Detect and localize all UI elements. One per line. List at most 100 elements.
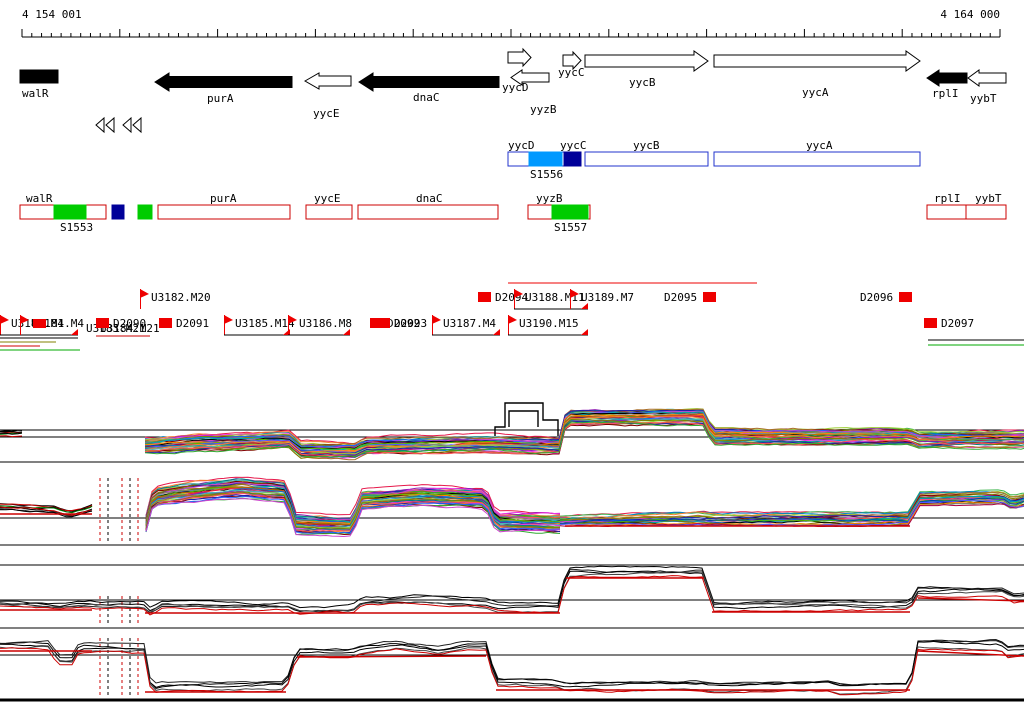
segment-box[interactable]	[551, 204, 589, 220]
flag-pennant-icon	[570, 289, 579, 298]
signal-series	[559, 491, 1024, 520]
gene-arrow[interactable]	[967, 69, 1007, 87]
segment-box[interactable]	[53, 204, 87, 220]
segment-label-yycC: yycC	[560, 139, 587, 152]
gene-arrow[interactable]	[562, 50, 582, 71]
gene-walR[interactable]: walR	[19, 69, 59, 100]
marker-label: D2096	[860, 291, 893, 304]
chevron-arrow-icon	[105, 116, 115, 134]
marker-U3190.M15[interactable]: U3190.M15	[508, 315, 588, 336]
signal-series	[144, 421, 1024, 458]
segment-box[interactable]	[357, 204, 499, 220]
segment-box[interactable]	[157, 204, 291, 220]
signal-series	[0, 430, 23, 433]
marker-U3189.M7[interactable]: U3189.M7	[570, 289, 634, 309]
gene-label-yyzB: yyzB	[530, 103, 557, 116]
marker-label: U3189.M7	[581, 291, 634, 304]
deletion-box-icon	[159, 318, 172, 328]
marker-D2090[interactable]: D2090	[96, 317, 146, 330]
blue-operon-row: yycD yycC yycB yycA S1556	[507, 139, 921, 181]
gene-rplI[interactable]: rplI	[926, 69, 968, 100]
signal-series	[559, 497, 1024, 524]
deletion-box-icon	[703, 292, 716, 302]
gene-arrow[interactable]	[358, 72, 500, 92]
marker-label: U3190.M15	[519, 317, 579, 330]
gene-arrow[interactable]	[926, 69, 968, 87]
gene-yycD[interactable]: yycD	[502, 47, 532, 94]
marker-label: U3182.M20	[151, 291, 211, 304]
span-end-triangle-icon	[581, 329, 588, 335]
flag-pennant-icon	[432, 315, 441, 324]
signal-series	[145, 498, 561, 538]
signal-series	[0, 647, 1024, 696]
signal-series	[559, 493, 1024, 521]
signal-series	[0, 432, 23, 435]
signal-line	[917, 597, 1024, 602]
segment-box[interactable]	[528, 151, 563, 167]
signal-series	[559, 500, 1024, 527]
gene-yycE[interactable]: yycE	[303, 72, 352, 120]
marker-D2092[interactable]: D2092	[370, 317, 420, 330]
flag-pennant-icon	[224, 315, 233, 324]
segment-label-rplI: rplI	[934, 192, 961, 205]
gene-yycC[interactable]: yycC	[558, 50, 585, 79]
signal-line	[917, 650, 1024, 657]
marker-U3184.M21[interactable]: U3184.M21	[100, 322, 160, 335]
gene-arrow[interactable]	[303, 72, 352, 90]
segment-box[interactable]	[137, 204, 153, 220]
segment-label-walR: walR	[26, 192, 53, 205]
signal-series	[145, 476, 561, 516]
deletion-box-icon	[924, 318, 937, 328]
segment-tag-S1556: S1556	[530, 168, 563, 181]
span-end-triangle-icon	[493, 329, 500, 335]
marker-D2096[interactable]: D2096	[860, 291, 912, 304]
flag-pennant-icon	[140, 289, 149, 298]
flag-pennant-icon	[0, 315, 9, 324]
segment-box[interactable]	[713, 151, 921, 167]
segment-box[interactable]	[584, 151, 709, 167]
segment-box[interactable]	[111, 204, 125, 220]
segment-tag-S1557: S1557	[554, 221, 587, 234]
marker-U3188.M11[interactable]: U3188.M11	[514, 289, 588, 310]
deletion-box-icon	[899, 292, 912, 302]
mean-signal-track-3	[0, 564, 1024, 629]
gene-arrow[interactable]	[584, 50, 709, 72]
gene-purA[interactable]: purA	[154, 72, 293, 105]
gene-arrow[interactable]	[510, 69, 550, 86]
marker-D2091[interactable]: D2091	[159, 317, 209, 330]
gene-yyzB[interactable]: yyzB	[510, 69, 557, 116]
gene-arrow[interactable]	[154, 72, 293, 92]
marker-D2095[interactable]: D2095	[664, 291, 716, 304]
gene-yybT[interactable]: yybT	[967, 69, 1007, 105]
span-end-triangle-icon	[71, 329, 78, 335]
signal-line	[296, 655, 487, 658]
gene-arrow[interactable]	[713, 50, 921, 72]
marker-label: U3184.M21	[100, 322, 160, 335]
marker-U3182.M20[interactable]: U3182.M20	[140, 289, 211, 309]
signal-series	[0, 640, 1024, 686]
marker-label: U3186.M8	[299, 317, 352, 330]
signal-series	[0, 435, 23, 438]
segment-box[interactable]	[305, 204, 353, 220]
segment-label-yycA: yycA	[806, 139, 833, 152]
marker-D2097[interactable]: D2097	[924, 317, 974, 330]
gene-arrow[interactable]	[507, 47, 532, 68]
deletion-box-icon	[478, 292, 491, 302]
deletion-box-icon	[377, 318, 390, 328]
signal-series	[144, 421, 1024, 457]
marker-U3186.M8[interactable]: U3186.M8	[288, 315, 352, 336]
segment-label-purA: purA	[210, 192, 237, 205]
segment-box[interactable]	[563, 151, 582, 167]
gene-dnaC[interactable]: dnaC	[358, 72, 500, 104]
gene-label-rplI: rplI	[932, 87, 959, 100]
marker-D2093[interactable]: D2093	[377, 317, 427, 330]
gene-yycA[interactable]: yycA	[713, 50, 921, 99]
gene-label-yycE: yycE	[313, 107, 340, 120]
marker-U3185.M14[interactable]: U3185.M14	[224, 315, 295, 336]
chevron-arrow-icon	[95, 116, 105, 134]
gene-yycB[interactable]: yycB	[584, 50, 709, 89]
signal-series	[0, 640, 1024, 689]
gene-body[interactable]	[19, 69, 59, 84]
signal-series	[144, 420, 1024, 457]
marker-U3187.M4[interactable]: U3187.M4	[432, 315, 500, 336]
